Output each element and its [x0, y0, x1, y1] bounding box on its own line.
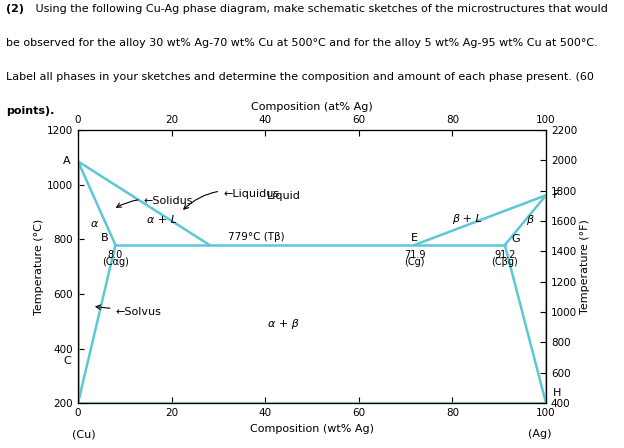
Text: be observed for the alloy 30 wt% Ag-70 wt% Cu at 500°C and for the alloy 5 wt% A: be observed for the alloy 30 wt% Ag-70 w…: [6, 39, 598, 48]
Text: B: B: [101, 233, 109, 243]
Text: α + β: α + β: [268, 319, 300, 329]
Text: F: F: [553, 190, 559, 200]
Text: ←Solidus: ←Solidus: [117, 196, 193, 207]
Text: (Ag): (Ag): [528, 429, 552, 439]
Text: β: β: [526, 215, 533, 225]
Y-axis label: Temperature (°C): Temperature (°C): [34, 219, 44, 314]
Text: 71.9: 71.9: [404, 250, 425, 260]
Text: (Cβg): (Cβg): [492, 257, 518, 267]
Text: β + L: β + L: [452, 214, 481, 224]
Text: (Cu): (Cu): [72, 429, 96, 439]
Text: (Cg): (Cg): [404, 257, 425, 267]
Text: C: C: [63, 356, 71, 366]
Text: points).: points).: [6, 106, 55, 116]
Text: Liquid: Liquid: [267, 190, 301, 201]
Text: H: H: [553, 388, 562, 398]
Text: ←Solvus: ←Solvus: [96, 305, 162, 317]
Text: (2): (2): [6, 4, 24, 14]
Text: Using the following Cu-Ag phase diagram, make schematic sketches of the microstr: Using the following Cu-Ag phase diagram,…: [32, 4, 608, 14]
Text: Label all phases in your sketches and determine the composition and amount of ea: Label all phases in your sketches and de…: [6, 72, 594, 82]
Text: E: E: [411, 233, 418, 243]
Text: ←Liquidus: ←Liquidus: [184, 189, 279, 209]
Text: 779°C (Tβ): 779°C (Tβ): [228, 232, 284, 242]
Text: (Cαg): (Cαg): [102, 257, 129, 267]
X-axis label: Composition (at% Ag): Composition (at% Ag): [251, 102, 373, 112]
Text: α: α: [90, 219, 98, 229]
X-axis label: Composition (wt% Ag): Composition (wt% Ag): [250, 424, 374, 434]
Text: 8.0: 8.0: [108, 250, 123, 260]
Text: A: A: [64, 156, 71, 166]
Text: α + L: α + L: [147, 215, 177, 225]
Y-axis label: Temperature (°F): Temperature (°F): [580, 219, 590, 314]
Text: 91.2: 91.2: [494, 250, 515, 260]
Text: G: G: [511, 233, 520, 244]
